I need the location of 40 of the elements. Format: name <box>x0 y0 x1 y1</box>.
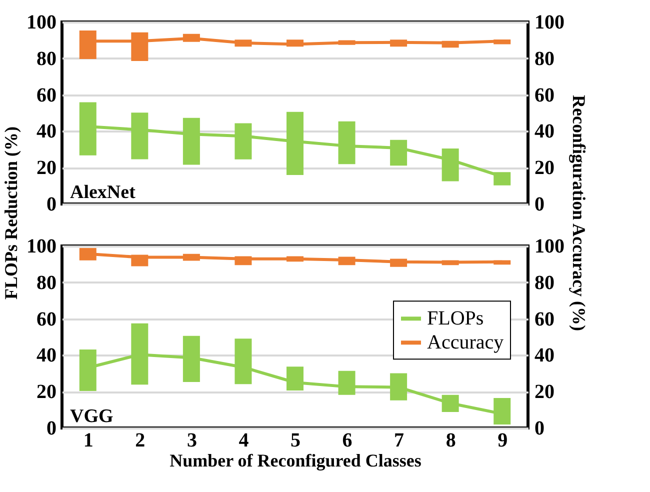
y2-tick-label: 100 <box>534 12 564 34</box>
y2-tick-label: 100 <box>534 236 564 258</box>
x-tick-label: 3 <box>186 430 197 452</box>
y2-tick-label: 40 <box>534 344 554 367</box>
y-tick-label: 20 <box>36 157 56 180</box>
legend-label: Accuracy <box>427 332 504 354</box>
y2-tick-label: 60 <box>534 84 554 106</box>
y2-axis-title: Reconfiguration Accuracy (%) <box>569 95 589 331</box>
y2-tick-label: 80 <box>534 48 554 70</box>
x-tick-label: 9 <box>498 430 508 452</box>
y-tick-label: 100 <box>26 12 56 34</box>
y2-tick-label: 20 <box>534 381 554 404</box>
x-axis-title: Number of Reconfigured Classes <box>170 450 422 470</box>
x-tick-label: 6 <box>342 430 352 452</box>
x-tick-label: 1 <box>83 430 94 452</box>
y2-tick-label: 80 <box>534 272 554 294</box>
x-tick-label: 2 <box>135 430 146 452</box>
x-tick-label: 4 <box>238 430 249 452</box>
y-axis-title: FLOPs Reduction (%) <box>1 126 21 300</box>
y2-tick-label: 40 <box>534 120 554 143</box>
legend-label: FLOPs <box>427 308 484 330</box>
y2-tick-label: 20 <box>534 157 554 180</box>
annotation: AlexNet <box>70 182 136 203</box>
y2-tick-label: 0 <box>534 418 544 440</box>
y-tick-label: 80 <box>36 272 56 294</box>
y-tick-label: 40 <box>36 344 56 367</box>
y-tick-label: 0 <box>46 418 56 440</box>
x-tick-label: 7 <box>394 430 404 452</box>
y2-tick-label: 0 <box>534 194 544 216</box>
y-tick-label: 100 <box>26 236 56 258</box>
y-tick-label: 80 <box>36 48 56 70</box>
y-tick-label: 60 <box>36 308 56 330</box>
y-tick-label: 0 <box>46 194 56 216</box>
x-tick-label: 5 <box>290 430 300 452</box>
y-tick-label: 40 <box>36 120 56 143</box>
x-tick-label: 8 <box>446 430 456 452</box>
y-tick-label: 20 <box>36 381 56 404</box>
y-tick-label: 60 <box>36 84 56 106</box>
y2-tick-label: 60 <box>534 308 554 330</box>
annotation: VGG <box>70 406 114 427</box>
